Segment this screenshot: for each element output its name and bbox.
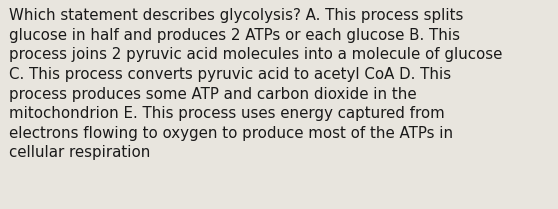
Text: Which statement describes glycolysis? A. This process splits
glucose in half and: Which statement describes glycolysis? A.… — [9, 8, 502, 160]
